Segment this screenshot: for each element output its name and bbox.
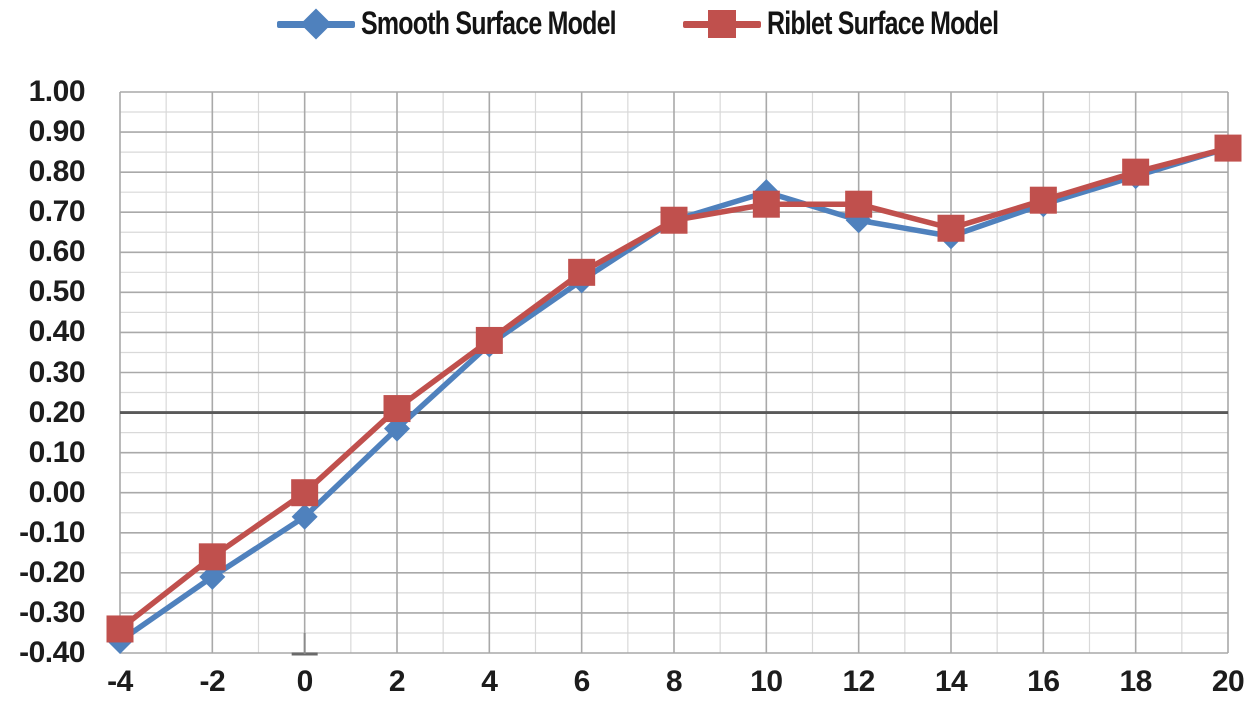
x-tick-label: 20 — [1211, 665, 1245, 698]
diamond-data-marker — [291, 503, 318, 530]
diamond-data-marker — [199, 563, 226, 590]
riblet-series-legend-marker-icon — [683, 3, 761, 43]
y-tick-label: 0.60 — [28, 235, 86, 269]
x-tick-label: 0 — [296, 665, 314, 698]
smooth-series-legend-marker-icon — [277, 3, 355, 43]
y-tick-label: -0.20 — [19, 555, 85, 589]
square-data-marker — [1029, 186, 1057, 214]
x-tick-label: 14 — [934, 665, 968, 698]
y-tick-label: 0.10 — [28, 435, 86, 469]
y-tick-label: -0.10 — [19, 515, 85, 549]
square-data-marker — [198, 543, 226, 571]
square-data-marker — [752, 190, 780, 218]
x-tick-label: 18 — [1119, 665, 1152, 698]
square-data-marker — [568, 258, 596, 286]
x-tick-label: 12 — [842, 665, 875, 698]
y-tick-label: 0.20 — [28, 395, 86, 429]
y-tick-label: 0.80 — [28, 155, 86, 189]
y-tick-label: 0.00 — [28, 475, 86, 509]
square-data-marker — [937, 214, 965, 242]
diamond-data-marker — [384, 415, 410, 442]
y-tick-label: -0.40 — [19, 636, 85, 669]
square-data-marker — [845, 190, 873, 218]
square-data-marker — [291, 479, 319, 507]
legend-item-riblet: Riblet Surface Model — [683, 3, 1064, 43]
square-data-marker — [383, 395, 411, 423]
y-tick-label: 0.90 — [28, 115, 86, 149]
square-data-marker — [660, 206, 688, 234]
x-tick-label: 2 — [388, 665, 406, 698]
y-tick-label: 0.30 — [28, 355, 86, 389]
square-marker-icon — [708, 10, 736, 38]
y-tick-label: 0.40 — [28, 315, 86, 349]
x-tick-label: 16 — [1027, 665, 1060, 698]
x-tick-label: -2 — [199, 665, 226, 698]
y-tick-label: 0.50 — [28, 275, 86, 309]
x-tick-label: 6 — [573, 665, 591, 698]
y-tick-label: -0.30 — [19, 595, 85, 629]
x-tick-label: -4 — [107, 665, 133, 698]
square-data-marker — [106, 615, 134, 643]
legend-item-smooth: Smooth Surface Model — [277, 3, 688, 43]
legend-label-smooth: Smooth Surface Model — [361, 5, 617, 41]
square-data-marker — [1122, 158, 1150, 186]
legend-label-riblet: Riblet Surface Model — [767, 5, 999, 41]
square-data-marker — [1214, 134, 1242, 162]
x-tick-label: 4 — [481, 665, 498, 698]
x-tick-label: 8 — [665, 665, 683, 698]
x-tick-label: 10 — [750, 665, 783, 698]
square-data-marker — [475, 326, 503, 354]
y-tick-label: 0.70 — [28, 195, 86, 229]
riblet-series — [106, 134, 1242, 643]
y-tick-label: 1.00 — [28, 75, 86, 108]
